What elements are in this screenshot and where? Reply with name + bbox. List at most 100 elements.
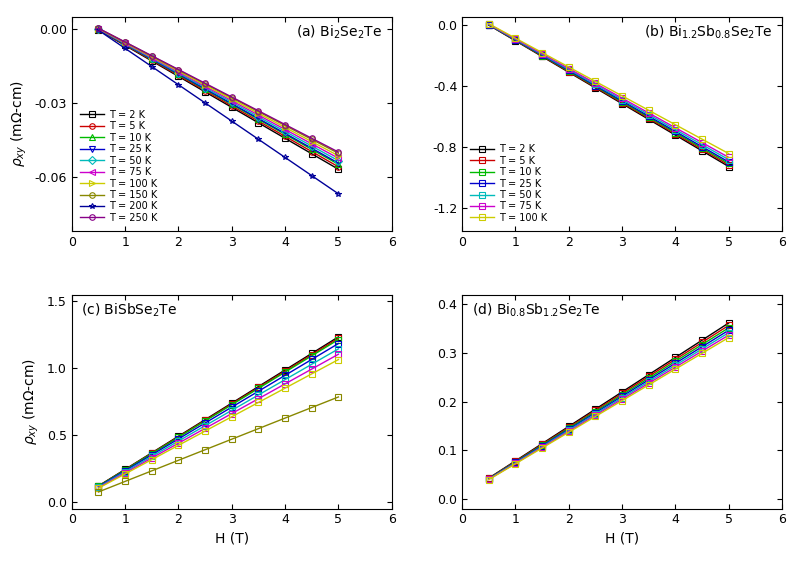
T = 5 K [644, 115, 654, 121]
T = 25 K [724, 327, 733, 333]
Line: T = 75 K: T = 75 K [486, 332, 732, 482]
T = 5 K [93, 483, 103, 489]
Line: T = 25 K: T = 25 K [486, 22, 732, 165]
T = 5 K [200, 87, 210, 94]
T = 250 K [254, 107, 263, 114]
T = 10 K [591, 408, 600, 415]
Line: T = 10 K: T = 10 K [486, 325, 732, 481]
T = 150 K [200, 446, 210, 453]
T = 150 K [307, 136, 317, 143]
T = 50 K [93, 26, 103, 33]
T = 50 K [307, 361, 317, 368]
T = 10 K [484, 475, 494, 482]
T = 5 K [697, 146, 707, 153]
T = 150 K [147, 53, 156, 59]
T = 2 K [591, 406, 600, 412]
T = 75 K [537, 444, 547, 451]
T = 50 K [724, 329, 733, 336]
T = 25 K [537, 52, 547, 59]
T = 5 K [334, 335, 343, 342]
T = 200 K [254, 136, 263, 143]
T = 10 K [93, 483, 103, 490]
T = 150 K [227, 94, 236, 101]
T = 50 K [484, 21, 494, 28]
Line: T = 2 K: T = 2 K [96, 334, 342, 489]
T = 150 K [120, 478, 130, 485]
T = 75 K [254, 112, 263, 119]
T = 150 K [307, 404, 317, 411]
T = 50 K [174, 438, 184, 445]
T = 2 K [254, 119, 263, 126]
T = 5 K [564, 68, 574, 75]
T = 100 K [280, 124, 290, 131]
T = 2 K [670, 354, 680, 361]
T = 50 K [93, 484, 103, 490]
T = 2 K [618, 389, 627, 396]
T = 5 K [724, 322, 733, 329]
T = 100 K [697, 136, 707, 142]
T = 25 K [174, 436, 184, 442]
Text: (a) Bi$_2$Se$_2$Te: (a) Bi$_2$Se$_2$Te [296, 23, 382, 41]
T = 25 K [200, 420, 210, 427]
T = 50 K [280, 128, 290, 135]
T = 2 K [537, 440, 547, 447]
T = 50 K [697, 141, 707, 148]
T = 25 K [564, 426, 574, 433]
T = 25 K [254, 388, 263, 394]
T = 50 K [254, 392, 263, 398]
T = 5 K [280, 368, 290, 375]
T = 5 K [644, 373, 654, 380]
T = 10 K [254, 385, 263, 392]
T = 5 K [254, 118, 263, 124]
T = 5 K [254, 384, 263, 391]
T = 5 K [120, 42, 130, 49]
Line: T = 10 K: T = 10 K [96, 337, 342, 489]
T = 10 K [537, 52, 547, 59]
T = 5 K [618, 390, 627, 397]
T = 2 K [724, 320, 733, 327]
T = 25 K [147, 56, 156, 63]
T = 25 K [147, 451, 156, 458]
T = 100 K [537, 445, 547, 451]
Text: (c) BiSbSe$_2$Te: (c) BiSbSe$_2$Te [81, 301, 178, 319]
T = 2 K [334, 166, 343, 173]
T = 150 K [174, 67, 184, 73]
T = 50 K [200, 422, 210, 429]
Line: T = 2 K: T = 2 K [486, 320, 732, 481]
T = 100 K [537, 49, 547, 56]
Text: (b) Bi$_{1.2}$Sb$_{0.8}$Se$_2$Te: (b) Bi$_{1.2}$Sb$_{0.8}$Se$_2$Te [644, 23, 772, 41]
T = 10 K [537, 442, 547, 449]
T = 75 K [724, 154, 733, 161]
T = 100 K [227, 414, 236, 420]
T = 25 K [93, 483, 103, 490]
Line: T = 5 K: T = 5 K [486, 323, 732, 481]
T = 2 K [537, 53, 547, 60]
T = 75 K [697, 139, 707, 146]
T = 150 K [254, 425, 263, 432]
T = 2 K [484, 475, 494, 481]
T = 75 K [591, 80, 600, 87]
Line: T = 5 K: T = 5 K [96, 336, 342, 489]
Line: T = 50 K: T = 50 K [96, 27, 342, 163]
T = 100 K [511, 460, 520, 467]
Line: T = 2 K: T = 2 K [486, 22, 732, 170]
T = 10 K [670, 129, 680, 136]
T = 2 K [564, 69, 574, 76]
T = 150 K [93, 489, 103, 496]
T = 75 K [227, 97, 236, 104]
T = 2 K [174, 73, 184, 80]
Line: T = 10 K: T = 10 K [486, 22, 732, 166]
T = 10 K [697, 145, 707, 151]
T = 10 K [147, 56, 156, 63]
T = 25 K [697, 144, 707, 150]
Line: T = 5 K: T = 5 K [96, 27, 342, 170]
T = 10 K [307, 353, 317, 359]
T = 250 K [147, 53, 156, 59]
T = 2 K [644, 371, 654, 378]
T = 200 K [307, 172, 317, 179]
T = 75 K [280, 126, 290, 133]
T = 200 K [280, 154, 290, 161]
T = 2 K [280, 367, 290, 373]
T = 100 K [93, 25, 103, 32]
T = 75 K [511, 460, 520, 467]
